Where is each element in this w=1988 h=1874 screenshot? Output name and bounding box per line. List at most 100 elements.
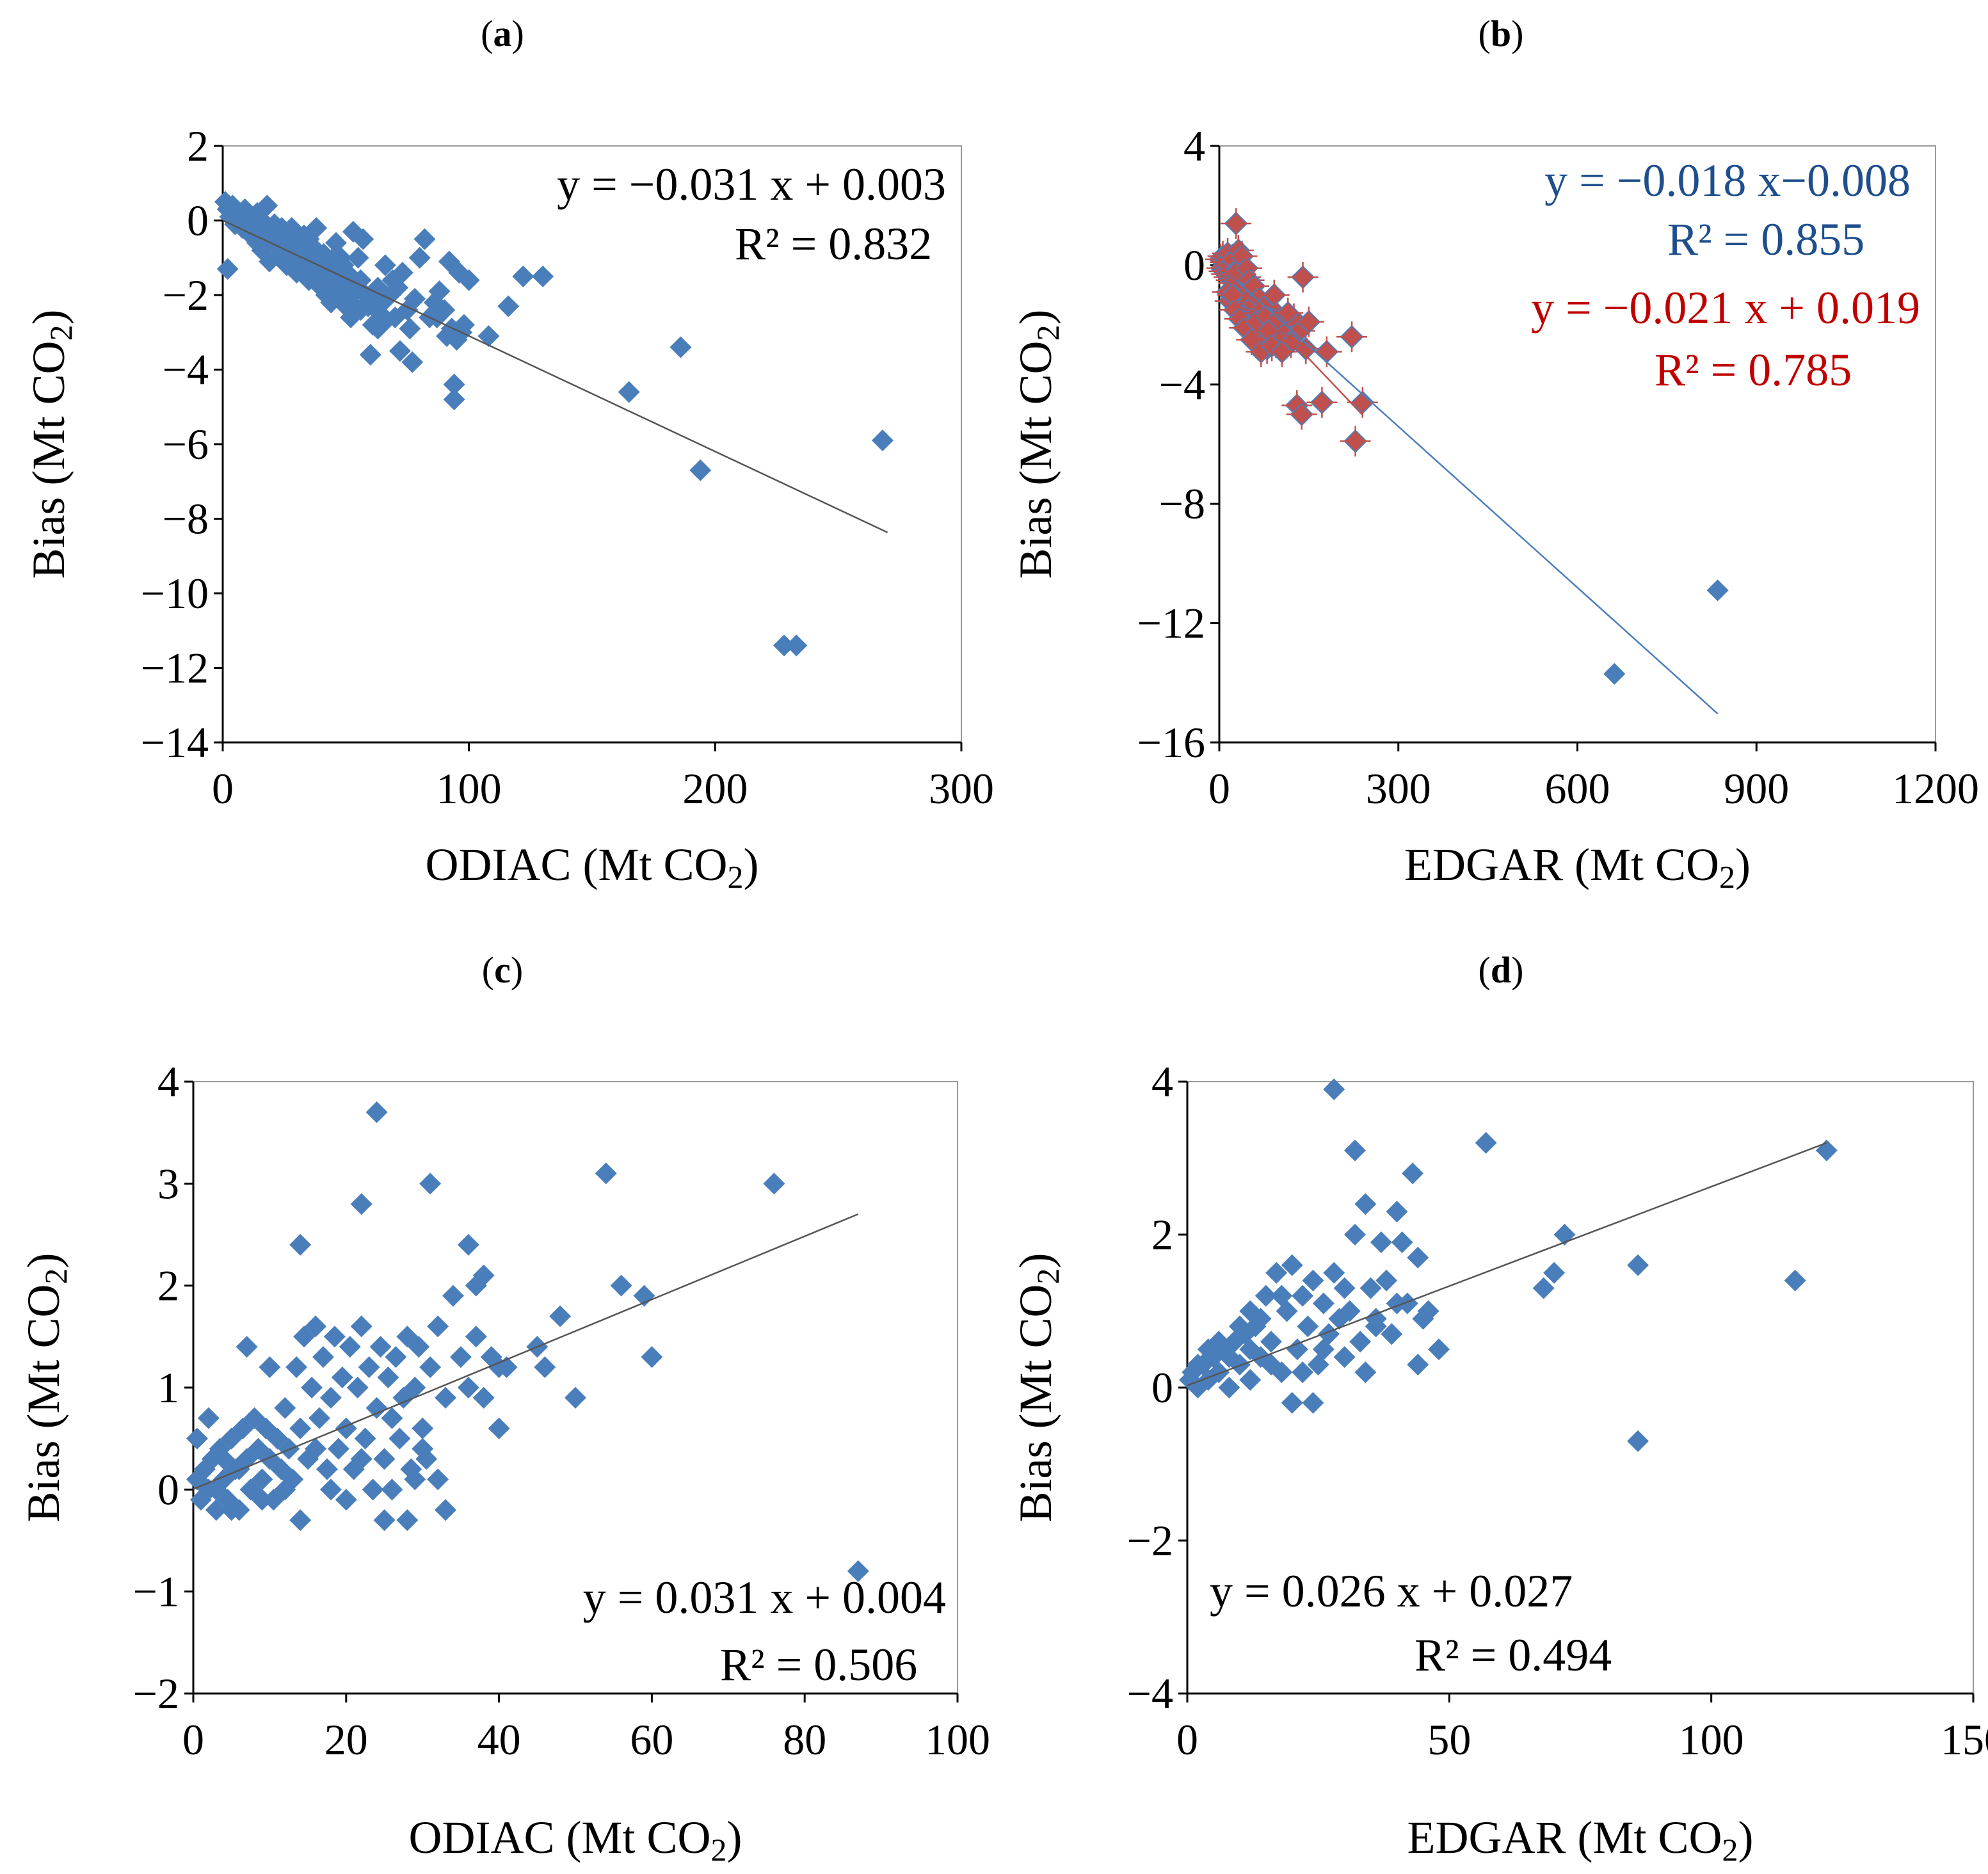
x-axis-title-d: EDGAR (Mt CO2) xyxy=(1407,1812,1754,1868)
data-point xyxy=(1532,1277,1555,1299)
data-point xyxy=(349,299,372,321)
data-point xyxy=(435,1386,457,1409)
x-tick-label-a: 200 xyxy=(682,764,748,813)
data-point xyxy=(1381,1323,1403,1345)
data-point xyxy=(413,228,436,250)
y-tick-label-b: −4 xyxy=(1159,360,1205,409)
data-point xyxy=(1292,1285,1314,1307)
data-point xyxy=(419,1173,442,1195)
equation-c-1: R² = 0.506 xyxy=(720,1639,917,1690)
y-tick-label-a: −8 xyxy=(163,495,209,543)
data-point xyxy=(512,265,534,287)
data-point xyxy=(339,1336,361,1358)
data-point xyxy=(1208,1361,1230,1384)
y-tick-label-a: 0 xyxy=(187,196,209,245)
data-point xyxy=(443,388,465,411)
data-point xyxy=(374,254,396,276)
data-point xyxy=(1333,1346,1356,1368)
data-point xyxy=(1370,1231,1392,1253)
data-point xyxy=(412,1417,434,1439)
data-point xyxy=(618,381,640,403)
data-point xyxy=(1297,1315,1319,1338)
data-point xyxy=(1706,579,1729,602)
data-point xyxy=(1323,1078,1345,1100)
data-point xyxy=(401,351,424,373)
data-point xyxy=(274,1397,296,1419)
x-tick-label-c: 60 xyxy=(630,1715,673,1764)
data-point xyxy=(289,1509,312,1532)
data-point xyxy=(399,317,421,340)
series-d-0 xyxy=(1179,1078,1838,1452)
trend-line xyxy=(193,1213,859,1490)
y-tick-label-b: 4 xyxy=(1183,122,1205,170)
data-point xyxy=(1417,1300,1439,1322)
panel-label-d: (d) xyxy=(1479,949,1524,991)
panel-label-b: (b) xyxy=(1479,13,1524,54)
y-axis-title-a: Bias (Mt CO2) xyxy=(23,309,79,579)
data-point xyxy=(1286,1338,1308,1361)
data-point xyxy=(316,1458,338,1480)
data-point xyxy=(1333,1277,1356,1299)
data-point xyxy=(1239,1300,1262,1322)
data-point xyxy=(320,291,342,314)
y-tick-label-a: 2 xyxy=(187,122,209,170)
data-point xyxy=(358,1356,380,1379)
data-point xyxy=(1402,1162,1424,1185)
x-tick-label-b: 900 xyxy=(1724,764,1789,813)
data-point xyxy=(1187,1354,1209,1376)
x-tick-label-d: 50 xyxy=(1427,1715,1471,1764)
y-tick-label-d: 4 xyxy=(1151,1057,1173,1106)
data-point xyxy=(1292,1361,1314,1384)
data-point xyxy=(1365,1315,1387,1338)
data-point xyxy=(381,1407,403,1429)
data-point xyxy=(1218,1377,1240,1398)
equation-c-0: y = 0.031 x + 0.004 xyxy=(583,1572,946,1623)
y-axis-title-c: Bias (Mt CO2) xyxy=(18,1253,74,1522)
data-point xyxy=(641,1346,663,1368)
data-point xyxy=(1302,1391,1324,1414)
y-tick-label-a: −6 xyxy=(163,420,209,468)
data-point xyxy=(293,224,315,246)
data-point xyxy=(457,1377,479,1398)
data-point xyxy=(197,1407,220,1429)
data-point xyxy=(362,1478,384,1501)
data-point xyxy=(350,1448,373,1470)
data-point xyxy=(216,258,239,280)
data-point xyxy=(365,1397,388,1419)
x-tick-label-d: 100 xyxy=(1679,1715,1744,1764)
data-point xyxy=(442,1285,464,1307)
data-point xyxy=(1260,1354,1282,1376)
data-point xyxy=(443,373,465,396)
x-tick-label-c: 80 xyxy=(783,1715,826,1764)
data-point xyxy=(1343,1224,1366,1245)
data-point xyxy=(251,1489,273,1511)
x-tick-label-b: 1200 xyxy=(1892,764,1979,813)
data-point xyxy=(212,1448,235,1470)
y-tick-label-b: −12 xyxy=(1137,599,1205,648)
data-point xyxy=(310,276,332,299)
x-axis-title-a: ODIAC (Mt CO2) xyxy=(426,839,759,895)
data-point xyxy=(331,1366,353,1389)
data-point xyxy=(346,1377,369,1398)
data-point xyxy=(458,269,480,291)
x-axis-title-b: EDGAR (Mt CO2) xyxy=(1404,839,1751,895)
data-point xyxy=(256,236,278,258)
data-point xyxy=(389,1427,411,1450)
data-point xyxy=(367,317,389,340)
data-point xyxy=(335,1489,357,1511)
data-point xyxy=(1354,1361,1377,1384)
data-point xyxy=(347,246,369,269)
data-point xyxy=(256,195,278,217)
data-point xyxy=(1312,1292,1335,1315)
data-point xyxy=(404,1468,426,1491)
data-point xyxy=(389,340,411,362)
trend-line xyxy=(222,220,888,534)
data-point xyxy=(435,1499,457,1521)
x-tick-label-b: 0 xyxy=(1208,764,1230,813)
data-point xyxy=(350,1315,373,1338)
data-point xyxy=(1343,1139,1366,1162)
data-point xyxy=(327,1438,349,1460)
data-point xyxy=(1265,1261,1288,1284)
data-point xyxy=(274,1478,296,1501)
